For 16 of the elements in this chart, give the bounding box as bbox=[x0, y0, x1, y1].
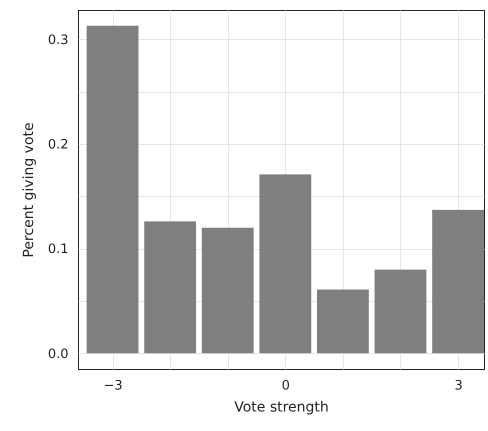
bar bbox=[432, 210, 484, 354]
x-tick-label: 0 bbox=[282, 378, 290, 394]
bar bbox=[202, 228, 254, 354]
bar bbox=[374, 270, 426, 354]
x-axis-title: Vote strength bbox=[234, 400, 329, 416]
y-tick-label: 0.0 bbox=[48, 346, 68, 362]
bar bbox=[259, 174, 312, 354]
y-tick-label: 0.3 bbox=[48, 32, 68, 48]
x-tick-label: 3 bbox=[454, 378, 463, 394]
y-axis-title: Percent giving vote bbox=[20, 122, 37, 258]
y-tick-label: 0.2 bbox=[48, 137, 68, 152]
bar bbox=[316, 289, 369, 354]
bar bbox=[86, 26, 138, 354]
bar bbox=[144, 221, 196, 354]
y-tick-label: 0.1 bbox=[48, 242, 68, 258]
x-tick-label: −3 bbox=[103, 378, 123, 394]
